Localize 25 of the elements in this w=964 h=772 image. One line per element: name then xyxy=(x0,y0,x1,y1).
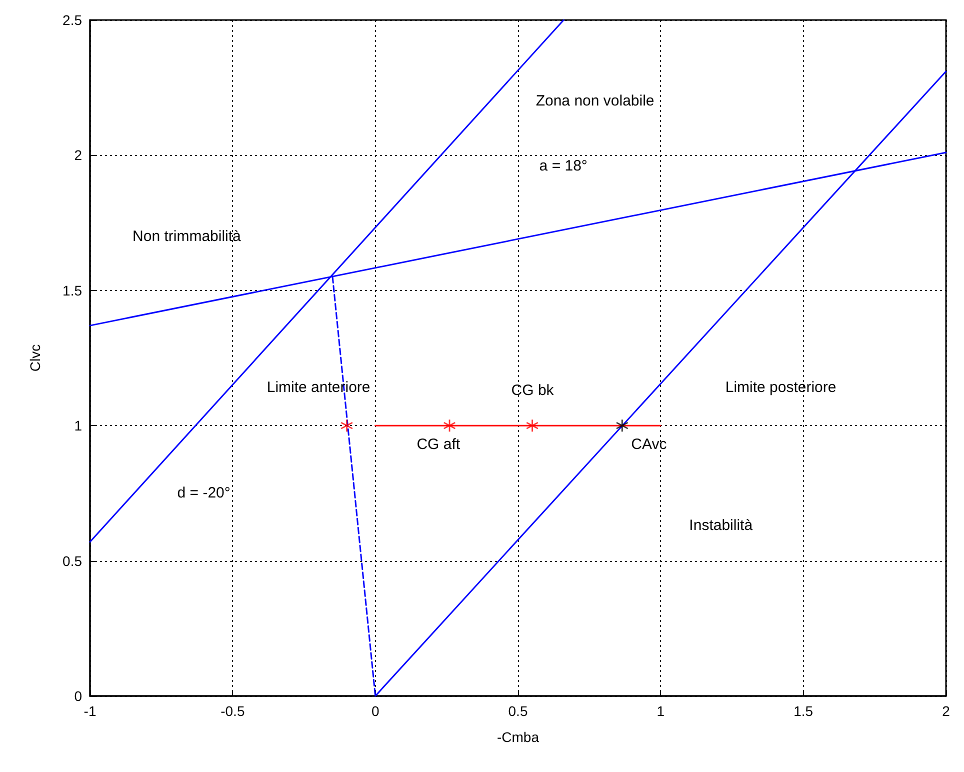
annotation: Limite posteriore xyxy=(725,379,836,396)
annotation: a = 18° xyxy=(539,158,588,175)
x-tick-label: 1.5 xyxy=(794,703,814,719)
annotation: Non trimmabilità xyxy=(132,228,242,245)
y-tick-label: 1.5 xyxy=(62,282,82,298)
y-tick-label: 1 xyxy=(74,418,82,434)
annotation: Limite anteriore xyxy=(266,379,370,396)
annotation: CG bk xyxy=(511,382,554,399)
x-tick-label: 0.5 xyxy=(508,703,528,719)
x-axis-title: -Cmba xyxy=(496,729,540,745)
annotation: CAvc xyxy=(631,436,668,454)
annotation: CG aft xyxy=(416,436,461,454)
y-tick-label: 2 xyxy=(74,147,82,164)
x-tick-label: -1 xyxy=(84,703,96,719)
y-axis-title: Clvc xyxy=(27,344,43,372)
x-tick-label: 0 xyxy=(371,703,380,719)
annotation: Zona non volabile xyxy=(536,92,654,110)
annotation: Instabilità xyxy=(689,517,754,534)
x-tick-label: 1 xyxy=(656,703,665,719)
x-tick-label: -0.5 xyxy=(220,703,245,719)
annotation: d = -20° xyxy=(177,484,230,502)
y-tick-label: 0 xyxy=(74,688,82,704)
x-tick-label: 2 xyxy=(942,703,950,719)
y-tick-label: 2.5 xyxy=(62,12,82,28)
y-tick-label: 0.5 xyxy=(62,552,82,569)
